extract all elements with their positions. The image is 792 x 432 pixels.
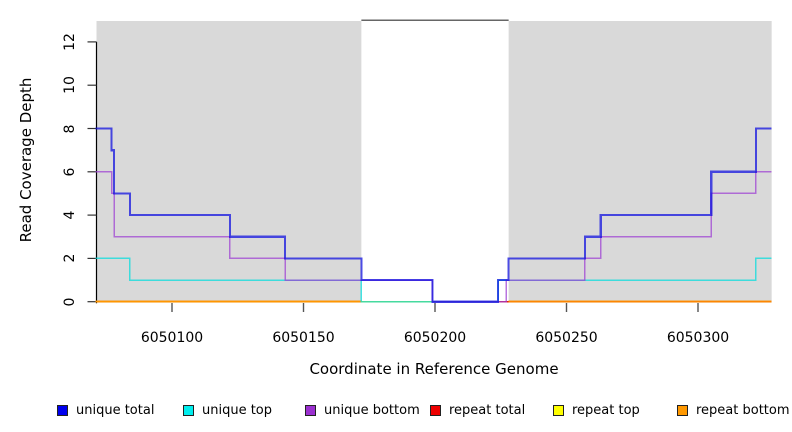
y-tick-label: 10: [62, 76, 78, 95]
repeat-total-swatch-icon: [430, 404, 441, 416]
y-tick-label: 2: [62, 253, 78, 263]
x-tick-label: 6050150: [272, 330, 335, 346]
legend-label: repeat top: [572, 402, 640, 418]
x-tick-label: 6050250: [535, 330, 598, 346]
y-tick-label: 6: [62, 167, 78, 177]
y-tick-label: 0: [62, 297, 78, 307]
repeat-top-swatch-icon: [553, 404, 564, 416]
y-axis-title: Read Coverage Depth: [17, 77, 35, 243]
legend-item-repeat-total: repeat total: [430, 398, 525, 422]
series-unique-top: [95, 257, 772, 303]
unique-bottom-swatch-icon: [305, 404, 316, 416]
shaded-region: [508, 21, 772, 303]
legend-label: unique total: [76, 402, 155, 418]
legend-item-repeat-bottom: repeat bottom: [677, 398, 790, 422]
y-tick-label: 12: [62, 32, 78, 51]
unique-top-swatch-icon: [183, 404, 194, 416]
legend-item-repeat-top: repeat top: [553, 398, 640, 422]
x-axis-title: Coordinate in Reference Genome: [309, 360, 559, 378]
legend-item-unique-total: unique total: [57, 398, 154, 422]
legend-item-unique-top: unique top: [183, 398, 272, 422]
legend-label: unique top: [202, 402, 273, 418]
x-tick-label: 6050100: [140, 330, 204, 346]
legend-label: unique bottom: [324, 402, 420, 418]
legend: unique total unique top unique bottom re…: [0, 398, 792, 422]
x-tick-label: 6050200: [403, 330, 467, 346]
shaded-region: [96, 21, 362, 303]
legend-label: repeat total: [449, 402, 526, 418]
legend-item-unique-bottom: unique bottom: [305, 398, 420, 422]
unique-total-swatch-icon: [57, 404, 68, 416]
repeat-bottom-swatch-icon: [677, 404, 688, 416]
y-tick-label: 4: [62, 210, 78, 220]
legend-label: repeat bottom: [696, 402, 790, 418]
y-tick-label: 8: [62, 124, 78, 133]
series-unique-total: [95, 127, 772, 303]
x-tick-label: 6050300: [666, 330, 730, 346]
